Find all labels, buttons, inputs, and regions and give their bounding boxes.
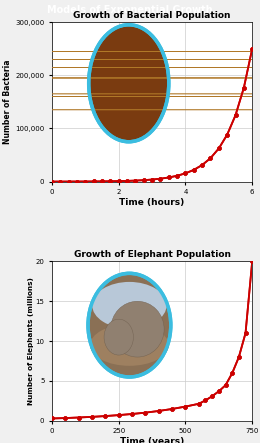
Y-axis label: Number of Bacteria: Number of Bacteria [3,60,12,144]
X-axis label: Time (hours): Time (hours) [120,198,185,207]
Ellipse shape [89,25,169,142]
Ellipse shape [111,301,164,357]
Ellipse shape [90,324,169,366]
Title: Growth of Elephant Population: Growth of Elephant Population [74,250,231,259]
Ellipse shape [0,74,260,82]
Ellipse shape [0,81,260,107]
Text: Models of Exponential Growth: Models of Exponential Growth [47,5,213,15]
Ellipse shape [0,97,260,122]
Ellipse shape [104,319,133,355]
Ellipse shape [0,87,260,106]
Y-axis label: Number of Elephants (millions): Number of Elephants (millions) [28,277,34,405]
Title: Growth of Bacterial Population: Growth of Bacterial Population [73,11,231,20]
Ellipse shape [92,282,167,329]
X-axis label: Time (years): Time (years) [120,437,184,443]
Ellipse shape [0,53,260,82]
Ellipse shape [0,39,260,64]
Ellipse shape [0,46,260,73]
Ellipse shape [88,273,171,377]
Ellipse shape [0,64,260,92]
